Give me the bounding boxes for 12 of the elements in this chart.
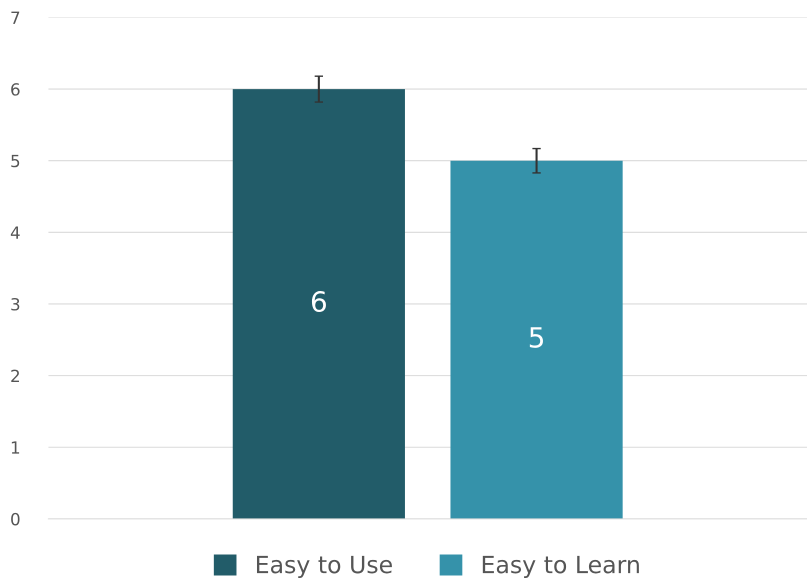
- y-tick-label: 7: [11, 12, 20, 24]
- y-tick-label: 4: [10, 226, 20, 239]
- data-label: 5: [530, 327, 543, 348]
- data-label: 6: [312, 291, 326, 312]
- y-tick-label: 6: [11, 83, 20, 96]
- legend-label: Easy to Use: [256, 556, 392, 578]
- y-tick-label: 1: [12, 441, 20, 454]
- legend-label: Easy to Learn: [482, 556, 639, 578]
- y-tick-label: 3: [11, 298, 20, 311]
- y-tick-label: 2: [11, 370, 19, 382]
- y-tick-label: 5: [11, 154, 20, 168]
- y-tick-label: 0: [11, 512, 20, 526]
